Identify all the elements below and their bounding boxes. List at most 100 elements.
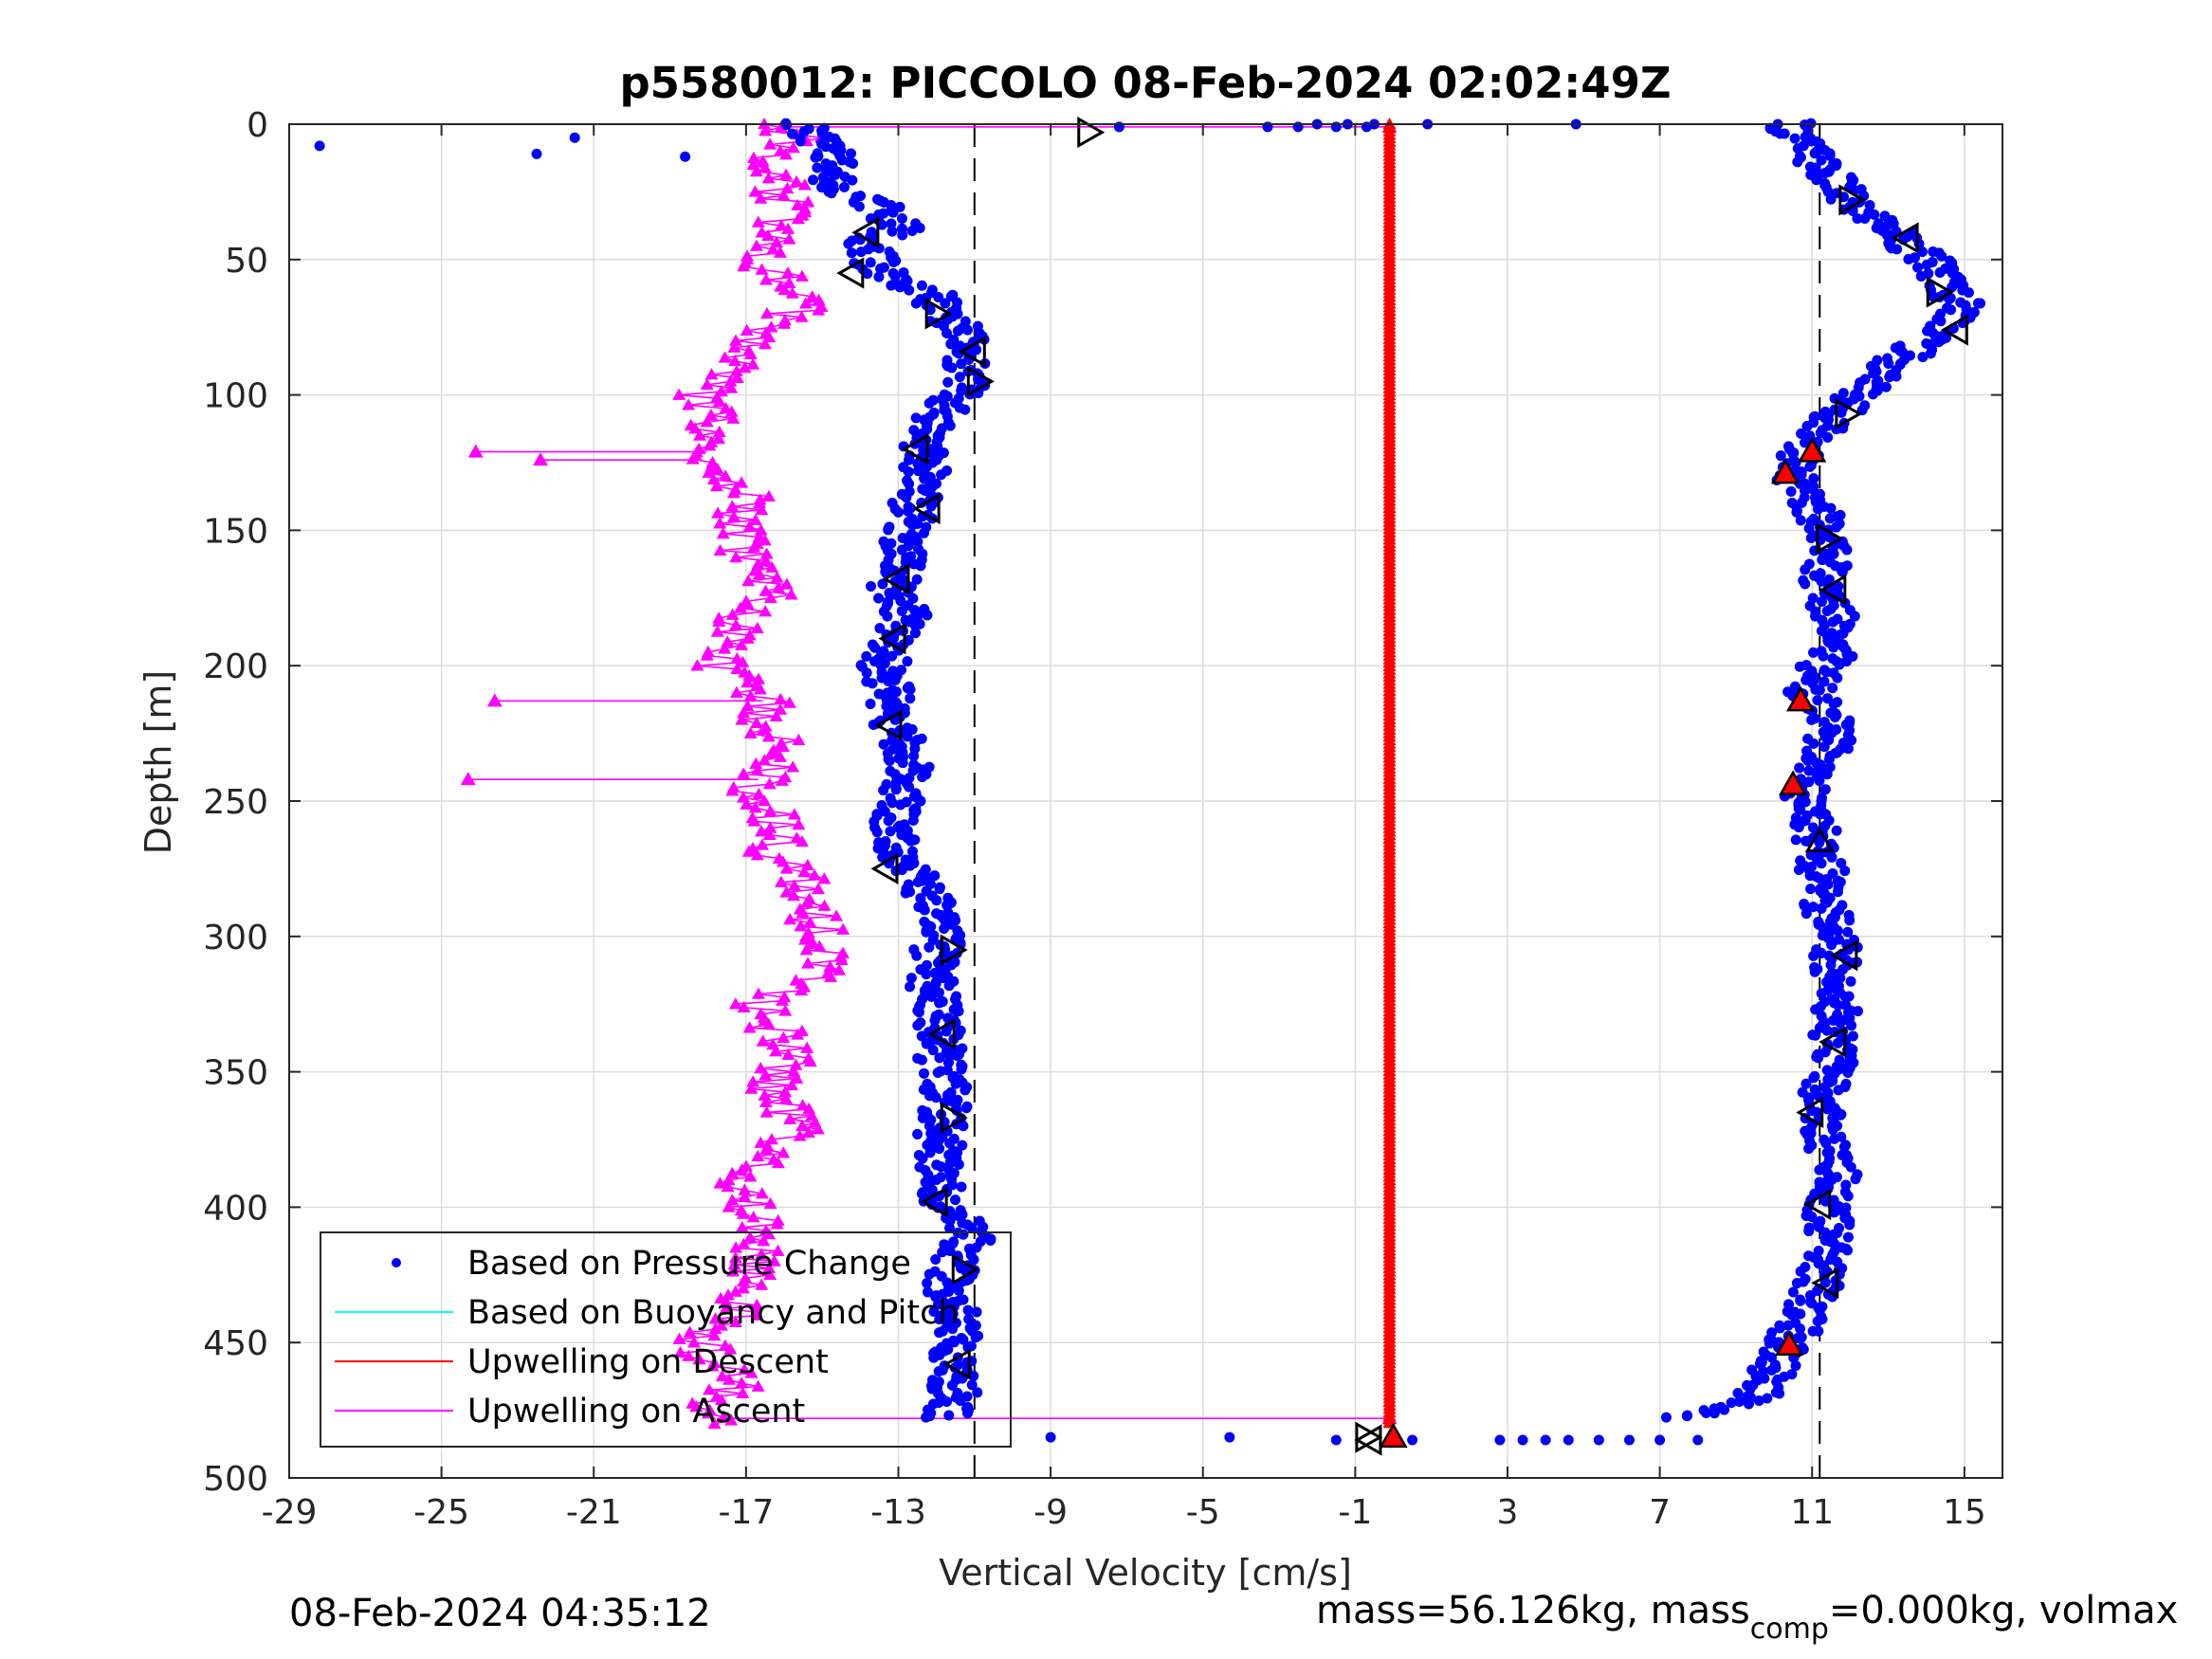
pressure-change-dot: [904, 284, 915, 296]
pressure-change-dot: [896, 605, 907, 616]
pressure-change-dot: [1934, 266, 1946, 278]
upwelling-ascent-marker: [756, 838, 770, 850]
pressure-change-dot: [1803, 1226, 1815, 1237]
pressure-change-dot: [956, 358, 967, 370]
upwelling-ascent-marker: [747, 814, 761, 827]
upwelling-ascent-marker: [758, 534, 772, 546]
upwelling-ascent-marker: [733, 601, 747, 613]
pressure-change-dot: [1806, 714, 1818, 725]
marker-triangle-left: [874, 709, 903, 741]
pressure-change-dot: [953, 1006, 964, 1017]
pressure-change-dot: [1838, 1141, 1850, 1153]
pressure-change-dot: [1835, 1017, 1846, 1029]
marker-triangle-up-red: [1786, 685, 1816, 712]
pressure-change-dot: [1793, 822, 1804, 833]
upwelling-ascent-marker: [777, 1146, 791, 1158]
upwelling-ascent-marker: [761, 228, 776, 242]
pressure-change-dot: [1795, 1295, 1806, 1306]
y-tick-label: 250: [203, 783, 268, 822]
upwelling-ascent-marker: [759, 1068, 773, 1081]
upwelling-ascent-marker: [693, 428, 707, 441]
pressure-change-dot: [1809, 148, 1820, 159]
pressure-change-dot: [1807, 902, 1819, 913]
pressure-change-dot: [1794, 661, 1805, 672]
upwelling-ascent-marker: [774, 120, 788, 133]
upwelling-ascent-marker: [803, 916, 817, 928]
pressure-change-dot: [956, 1064, 967, 1075]
upwelling-ascent-marker: [713, 517, 727, 529]
pressure-change-dot: [1936, 250, 1947, 262]
upwelling-ascent-marker: [790, 1071, 804, 1084]
spike-marker: [486, 693, 503, 707]
pressure-change-dot: [922, 461, 933, 472]
upwelling-ascent-marker: [754, 1062, 768, 1074]
upwelling-ascent-marker: [773, 246, 787, 258]
upwelling-ascent-marker: [785, 1078, 799, 1091]
upwelling-ascent-marker: [725, 784, 740, 796]
pressure-change-dot: [868, 719, 879, 730]
upwelling-ascent-marker: [781, 222, 795, 234]
pressure-change-dot: [894, 282, 905, 293]
upwelling-ascent-marker: [776, 994, 790, 1006]
upwelling-ascent-marker: [834, 953, 849, 966]
upwelling-ascent-marker: [724, 405, 739, 417]
pressure-change-dot: [966, 1379, 978, 1391]
pressure-change-dot: [1826, 939, 1837, 951]
pressure-change-dot: [1809, 966, 1820, 977]
upwelling-ascent-marker: [707, 1416, 722, 1430]
pressure-change-dot: [934, 884, 945, 895]
upwelling-ascent-marker: [811, 1122, 825, 1135]
upwelling-ascent-marker: [724, 381, 739, 393]
upwelling-ascent-marker: [736, 655, 750, 667]
upwelling-ascent-marker: [803, 1054, 817, 1067]
pressure-change-dot: [1917, 352, 1929, 363]
upwelling-ascent-marker: [759, 273, 773, 285]
upwelling-ascent-marker: [740, 797, 754, 810]
y-tick-label: 350: [203, 1054, 268, 1093]
pressure-change-dot: [1935, 316, 1947, 327]
upwelling-ascent-marker: [735, 1220, 749, 1233]
pressure-change-dot: [1810, 1030, 1821, 1041]
upwelling-ascent-marker: [784, 588, 798, 600]
marker-triangle-left: [1819, 1026, 1847, 1058]
pressure-change-dot: [905, 973, 917, 984]
pressure-change-dot: [1795, 1266, 1806, 1277]
pressure-change-dot: [1896, 346, 1908, 357]
pressure-change-dot: [1883, 357, 1894, 369]
upwelling-ascent-marker: [738, 1190, 752, 1202]
pressure-change-dot: [886, 280, 897, 291]
upwelling-ascent-marker: [713, 543, 727, 556]
upwelling-ascent-marker: [783, 912, 797, 925]
pressure-change-dot: [838, 181, 850, 192]
pressure-change-dot: [1819, 1277, 1831, 1288]
upwelling-ascent-marker: [789, 1058, 803, 1070]
pressure-change-dot: [953, 1285, 964, 1296]
pressure-change-dot: [923, 941, 935, 953]
upwelling-ascent-marker: [750, 848, 764, 861]
pressure-change-dot: [1791, 1278, 1802, 1289]
upwelling-spikes: [460, 118, 1398, 1425]
upwelling-ascent-marker: [700, 415, 714, 428]
upwelling-ascent-marker: [703, 1383, 717, 1395]
upwelling-ascent-marker: [712, 432, 726, 445]
pressure-change-dot: [1800, 578, 1811, 590]
pressure-change-dot: [1859, 213, 1871, 225]
x-tick-label: 15: [1943, 1493, 1986, 1532]
pressure-change-dot: [1821, 1103, 1833, 1115]
pressure-change-dot: [921, 1038, 932, 1049]
pressure-change-dot: [1825, 502, 1837, 514]
upwelling-ascent-marker: [797, 178, 812, 191]
pressure-change-dot: [1330, 1434, 1342, 1446]
pressure-change-dot: [1839, 991, 1851, 1002]
pressure-change-dot: [1815, 809, 1826, 820]
pressure-change-dot: [848, 158, 859, 170]
pressure-change-dot: [911, 574, 923, 585]
pressure-change-dot: [962, 1304, 974, 1316]
pressure-change-dot: [910, 412, 922, 424]
pressure-change-dot: [1814, 837, 1825, 848]
pressure-change-dot: [1726, 1397, 1737, 1409]
direction-markers: [836, 116, 1968, 1456]
pressure-change-dot: [1845, 975, 1856, 987]
pressure-change-dot: [1792, 1333, 1803, 1344]
pressure-change-dot: [934, 1052, 945, 1064]
